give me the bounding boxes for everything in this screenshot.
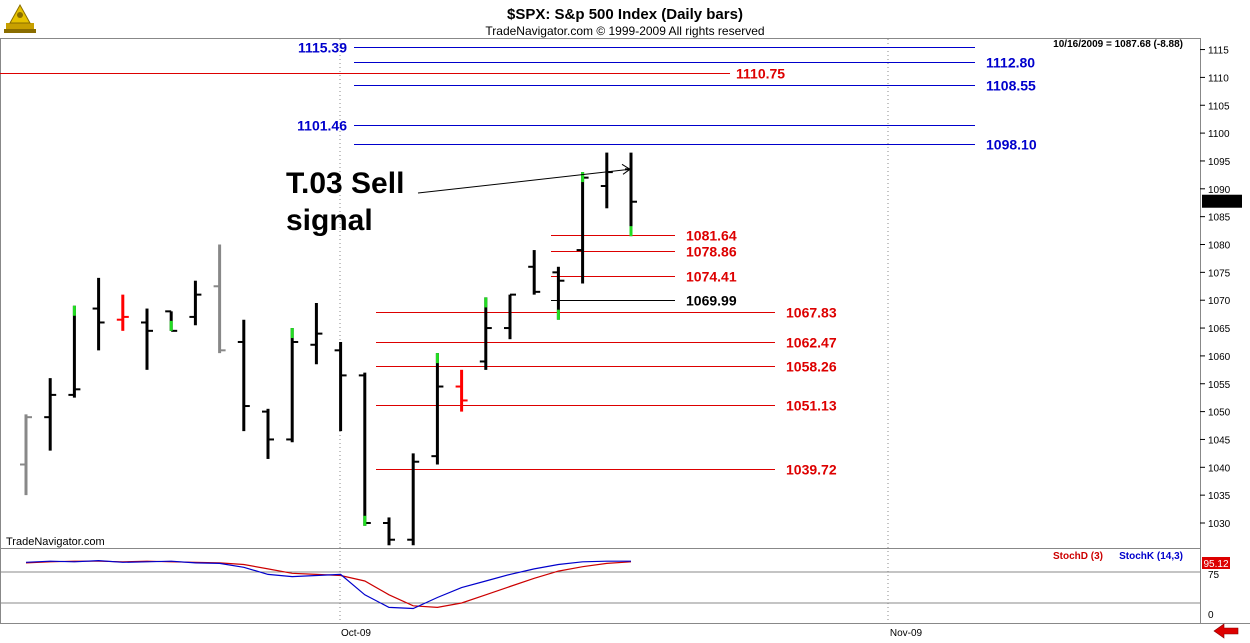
ohlc-bar [334, 341, 347, 432]
ohlc-bar [310, 302, 323, 365]
ohlc-bar [528, 250, 541, 295]
ohlc-bar [237, 319, 250, 432]
y-tick-label: 1100 [1208, 129, 1230, 140]
last-price-label: 1087.68 [1204, 197, 1241, 208]
level-label: 1078.86 [686, 244, 737, 260]
sell-signal-label-2: signal [286, 204, 373, 237]
stoch-last-value: 95.12 [1203, 559, 1228, 570]
ohlc-bar [504, 293, 516, 340]
chart-title: $SPX: S&p 500 Index (Daily bars) [507, 6, 743, 23]
scroll-left-button[interactable] [1213, 623, 1239, 639]
watermark: TradeNavigator.com [6, 536, 105, 548]
ohlc-bar [431, 353, 444, 465]
ohlc-bar [407, 453, 420, 546]
sell-signal-label: T.03 Sell [286, 167, 404, 200]
left-arrow-icon[interactable] [1213, 623, 1239, 639]
y-tick-label: 1045 [1208, 435, 1231, 446]
y-tick-label: 1090 [1208, 185, 1231, 196]
level-label: 1112.80 [986, 55, 1035, 71]
y-tick-label: 1035 [1208, 491, 1231, 502]
y-tick-label: 1040 [1208, 463, 1231, 474]
ohlc-bar [286, 328, 299, 443]
grid [339, 39, 889, 623]
level-label: 1081.64 [686, 228, 737, 244]
ohlc-bar [44, 378, 57, 451]
y-tick-label: 1055 [1208, 380, 1231, 391]
level-label: 1067.83 [786, 305, 837, 321]
ohlc-bar [189, 280, 202, 326]
y-tick-label: 1115 [1208, 46, 1229, 57]
ohlc-bars [20, 152, 637, 546]
ohlc-bar [455, 369, 468, 412]
y-tick-label: 1080 [1208, 241, 1231, 252]
y-tick-label: 1050 [1208, 408, 1231, 419]
ohlc-bar [141, 308, 153, 370]
level-label: 1069.99 [686, 293, 737, 309]
y-tick-label: 1030 [1208, 519, 1231, 530]
level-label: 1058.26 [786, 359, 837, 375]
ohlc-bar [213, 244, 226, 354]
last-quote: 10/16/2009 = 1087.68 (-8.88) [1053, 39, 1183, 50]
price-levels: 1115.39 1112.80 1110.75 1108.55 1101.46 1098.… [0, 40, 1037, 478]
level-label: 1110.75 [736, 66, 785, 82]
stoch-k-legend: StochK (14,3) [1119, 551, 1183, 562]
x-label-oct-09: Oct-09 [341, 628, 371, 639]
stoch-series-line [25, 559, 631, 610]
stoch-tick-75: 75 [1208, 570, 1220, 581]
y-tick-label: 1085 [1208, 213, 1231, 224]
y-tick-label: 1060 [1208, 352, 1231, 363]
ohlc-bar [68, 305, 81, 398]
level-label: 1101.46 [297, 118, 347, 134]
stochastic-lines [25, 559, 632, 610]
ohlc-bar [262, 408, 274, 459]
level-label: 1039.72 [786, 462, 837, 478]
y-tick-label: 1110 [1208, 73, 1229, 84]
stoch-last-value-box [1202, 557, 1230, 569]
y-tick-label: 1070 [1208, 296, 1231, 307]
ohlc-bar [92, 277, 105, 351]
ohlc-bar [20, 414, 32, 496]
ohlc-bar [116, 294, 129, 331]
y-tick-label: 1095 [1208, 157, 1231, 168]
ohlc-bar [165, 310, 178, 332]
level-label: 1074.41 [686, 269, 737, 285]
x-label-nov-09: Nov-09 [890, 628, 923, 639]
logo-icon [4, 3, 36, 33]
sell-signal-annotation: T.03 Sell signal [286, 163, 631, 237]
last-price-box [1202, 194, 1242, 208]
level-label: 1062.47 [786, 335, 837, 351]
level-label: 1115.39 [298, 40, 347, 56]
level-label: 1098.10 [986, 137, 1037, 153]
ohlc-bar [479, 297, 492, 370]
stoch-tick-0: 0 [1208, 610, 1214, 621]
price-axis: 1030 1035 1040 1045 1050 1055 1060 1065 1070 1075… [1200, 46, 1242, 530]
ohlc-bar [383, 517, 395, 546]
y-tick-label: 1075 [1208, 268, 1231, 279]
sell-signal-arrowhead [621, 163, 631, 175]
y-tick-label: 1065 [1208, 324, 1231, 335]
sextant-icon [4, 3, 36, 33]
chart-copyright: TradeNavigator.com © 1999-2009 All right… [485, 24, 764, 38]
level-label: 1051.13 [786, 398, 837, 414]
stoch-d-legend: StochD (3) [1053, 551, 1103, 562]
ohlc-bar [358, 372, 371, 526]
y-tick-label: 1105 [1208, 101, 1230, 112]
sell-signal-arrow [417, 168, 631, 194]
level-label: 1108.55 [986, 78, 1036, 94]
ohlc-bar [552, 266, 565, 320]
ohlc-bar [576, 172, 589, 284]
